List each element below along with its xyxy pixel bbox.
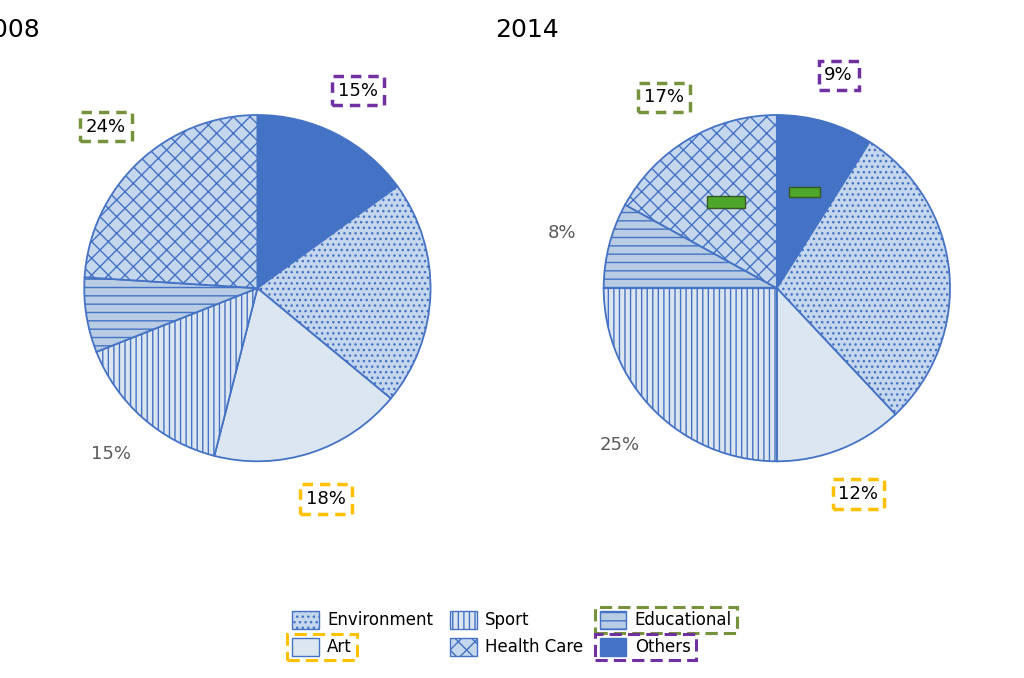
Text: 2014: 2014 — [496, 18, 559, 43]
Bar — [790, 186, 820, 197]
Legend: Environment, Art, Sport, Health Care, Educational, Others: Environment, Art, Sport, Health Care, Ed… — [286, 604, 738, 663]
Text: 25%: 25% — [600, 436, 640, 454]
Wedge shape — [214, 288, 391, 461]
Text: 9%: 9% — [824, 66, 853, 84]
Text: 24%: 24% — [86, 117, 126, 136]
Text: 15%: 15% — [338, 81, 378, 100]
Bar — [707, 196, 744, 207]
Wedge shape — [604, 288, 777, 461]
Wedge shape — [625, 115, 777, 288]
Text: 12%: 12% — [839, 485, 879, 503]
Wedge shape — [96, 288, 257, 456]
Wedge shape — [604, 205, 777, 288]
Wedge shape — [85, 115, 257, 288]
Wedge shape — [84, 277, 257, 352]
Wedge shape — [257, 186, 430, 399]
Wedge shape — [777, 142, 950, 414]
Text: 15%: 15% — [91, 445, 131, 463]
Text: 2008: 2008 — [0, 18, 40, 43]
Wedge shape — [777, 288, 895, 461]
Text: 8%: 8% — [548, 224, 577, 242]
Wedge shape — [257, 115, 397, 288]
Text: 17%: 17% — [644, 88, 684, 106]
Text: 18%: 18% — [306, 490, 346, 508]
Wedge shape — [777, 115, 869, 288]
